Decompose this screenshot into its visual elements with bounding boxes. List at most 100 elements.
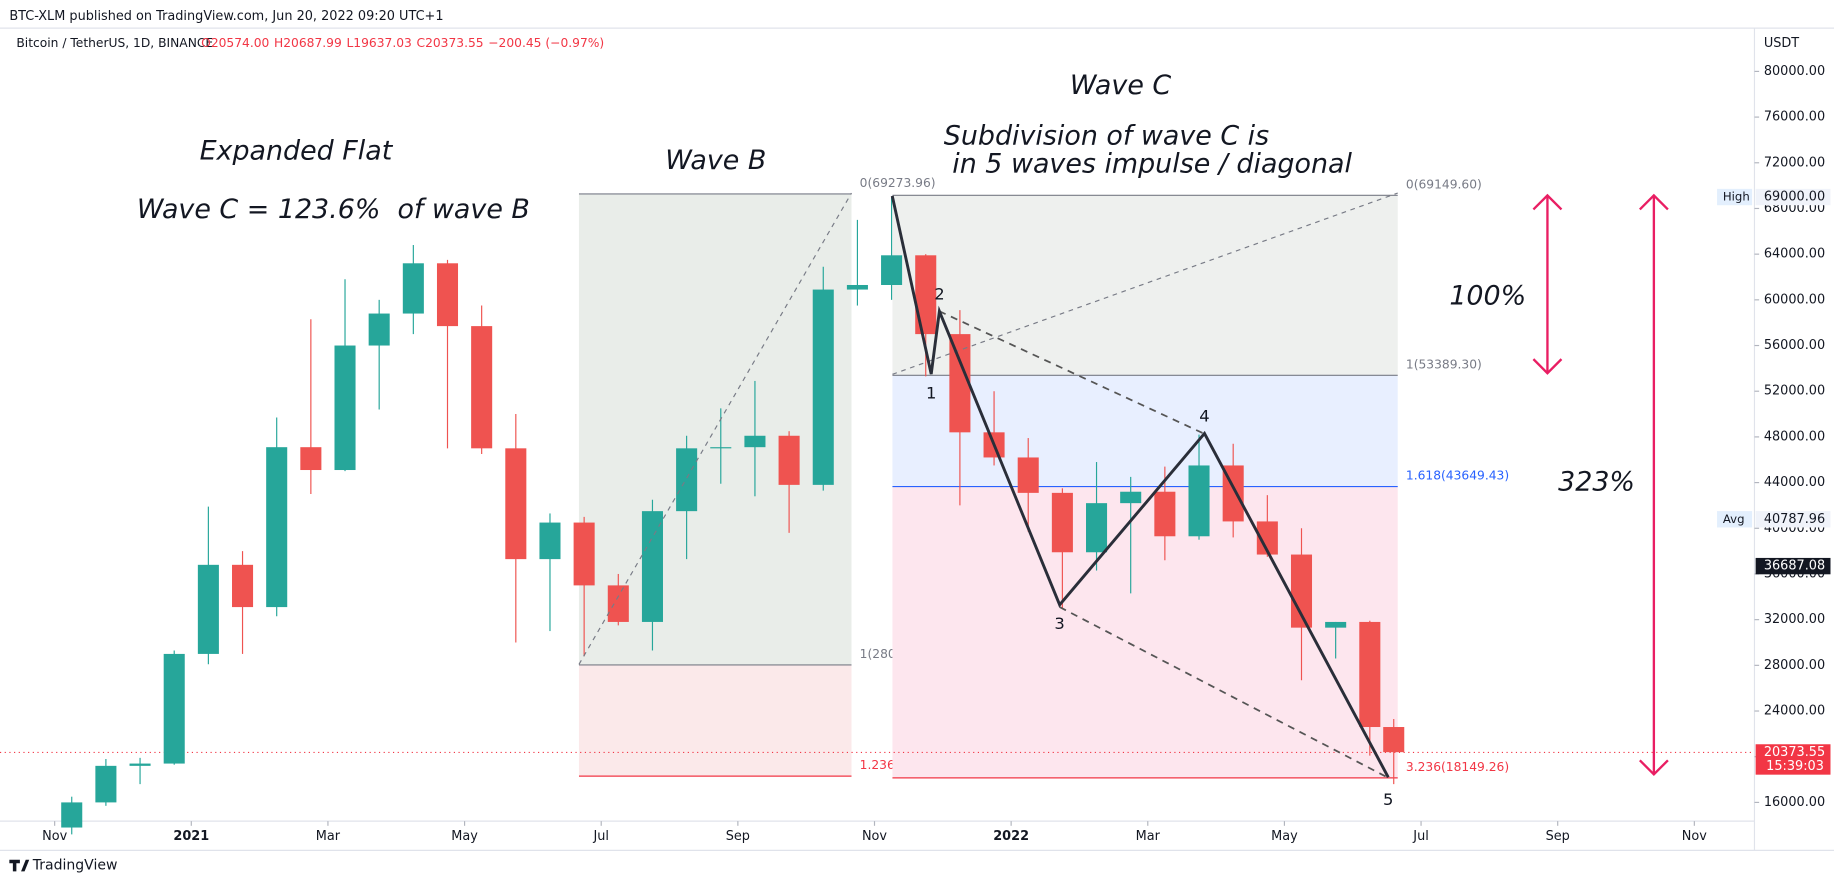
annotation: Wave B	[665, 145, 766, 176]
candle-body	[1383, 727, 1405, 753]
tag-name: High	[1723, 190, 1750, 204]
fib-retracements: 0(69273.96)1(28034.80)1.236(18302.35)0(6…	[578, 176, 1509, 779]
wave-label: 4	[1199, 407, 1209, 426]
candle-body	[1154, 491, 1176, 537]
y-tick-label: 56000.00	[1764, 338, 1825, 353]
tag-bg	[1755, 511, 1831, 528]
candle-body	[846, 284, 868, 290]
wave-label: 2	[934, 284, 944, 303]
fib-label: 0(69149.60)	[1406, 177, 1482, 191]
trend-line	[578, 192, 853, 665]
fib-zone	[892, 486, 1398, 778]
footer: TradingView	[32, 858, 118, 874]
arrow	[1532, 193, 1563, 375]
candle-body	[368, 313, 390, 346]
y-tick-label: 48000.00	[1764, 429, 1825, 444]
logo	[9, 859, 30, 872]
annotation: Wave C = 123.6% of wave B	[137, 194, 530, 225]
candle-body	[915, 255, 937, 335]
candle-body	[778, 435, 800, 485]
legend-value: H20687.99	[274, 36, 342, 50]
candle-body	[334, 345, 356, 471]
candle-body	[1359, 621, 1381, 728]
candle-body	[949, 334, 971, 433]
candle-body	[1290, 554, 1313, 628]
legend-values: O20574.00 H20687.99 L19637.03 C20373.55 −200…	[201, 36, 604, 50]
y-tick-label: 60000.00	[1764, 292, 1825, 307]
fib-zone	[892, 375, 1398, 487]
y-tick-label: 44000.00	[1764, 475, 1825, 490]
x-tick-label: Nov	[862, 829, 887, 844]
legend-value: L19637.03	[346, 36, 411, 50]
header: BTC-XLM published on TradingView.com, Ju…	[9, 9, 443, 24]
tag-label: 40787.96	[1764, 512, 1825, 527]
candle-body	[1188, 465, 1210, 537]
tag-bg	[1755, 188, 1831, 206]
candle-body	[266, 447, 288, 608]
legend-value: C20373.55	[417, 36, 484, 50]
candle-body	[129, 763, 151, 766]
tag-name-bg	[1717, 511, 1753, 528]
candle-body	[197, 564, 219, 654]
candle-body	[744, 435, 766, 448]
candle-body	[881, 255, 903, 285]
candle-body	[1086, 503, 1108, 553]
last-price-tag	[1755, 744, 1831, 775]
legend-value: O20574.00	[201, 36, 269, 50]
annotation: in 5 waves impulse / diagonal	[952, 148, 1352, 179]
symbol: Bitcoin / TetherUS, 1D, BINANCE	[16, 36, 213, 50]
wave-label: 5	[1383, 790, 1393, 809]
y-tick-label: 24000.00	[1764, 704, 1825, 719]
candle-body	[95, 765, 117, 803]
candle-body	[61, 802, 83, 828]
y-tick-label: 52000.00	[1764, 384, 1825, 399]
fib-label: 1.618(43649.43)	[1406, 469, 1509, 483]
y-tick-label: 76000.00	[1764, 110, 1825, 125]
candle-body	[812, 289, 834, 485]
x-tick-label: Sep	[1546, 829, 1570, 844]
channel-line	[938, 310, 1206, 435]
candle-body	[539, 522, 561, 560]
countdown: 15:39:03	[1766, 759, 1824, 774]
candle-body	[573, 522, 595, 586]
last-price-label: 20373.55	[1764, 745, 1825, 760]
x-tick-label: Jul	[1412, 829, 1429, 844]
candle-body	[1325, 621, 1347, 628]
fib-label: 3.236(18149.26)	[1406, 760, 1509, 774]
candle-body	[607, 585, 629, 622]
candle-body	[641, 511, 663, 622]
candle-body	[232, 564, 254, 608]
wave-label: 1	[926, 383, 936, 402]
channel-line	[1059, 606, 1389, 779]
fib-zone	[578, 664, 852, 777]
x-tick-label: 2021	[173, 829, 209, 844]
axis-unit: USDT	[1764, 36, 1799, 51]
arrow	[1639, 193, 1669, 777]
candle-body	[436, 263, 459, 327]
candle-body	[710, 447, 732, 449]
candle-body	[1256, 521, 1278, 555]
candle-body	[300, 447, 322, 471]
tag-label: 69000.00	[1764, 190, 1825, 205]
candles	[0, 197, 1755, 835]
wave-count: 1 2 3 4 5	[890, 195, 1393, 809]
candle-body	[1051, 492, 1073, 553]
tag-name: Avg	[1723, 512, 1745, 526]
y-tick-label: 64000.00	[1764, 247, 1825, 262]
y-tick-label: 80000.00	[1764, 64, 1825, 79]
fib-label: 0(69273.96)	[860, 176, 936, 190]
y-tick-label: 72000.00	[1764, 155, 1825, 170]
fib-label: 1(53389.30)	[1406, 357, 1482, 371]
x-tick-label: Mar	[316, 829, 341, 844]
price-tags: High 69000.00 Avg 40787.96 36687.08 20373.551…	[1717, 188, 1831, 775]
candle-body	[1017, 457, 1039, 493]
candle-body	[505, 448, 527, 560]
tag-bg	[1755, 557, 1831, 575]
annotation: Expanded Flat	[200, 136, 394, 167]
x-tick-label: 2022	[993, 829, 1029, 844]
candle-body	[163, 653, 185, 764]
x-tick-label: Jul	[592, 829, 609, 844]
annotation: 323%	[1558, 467, 1635, 498]
annotation: Subdivision of wave C is	[944, 120, 1269, 151]
